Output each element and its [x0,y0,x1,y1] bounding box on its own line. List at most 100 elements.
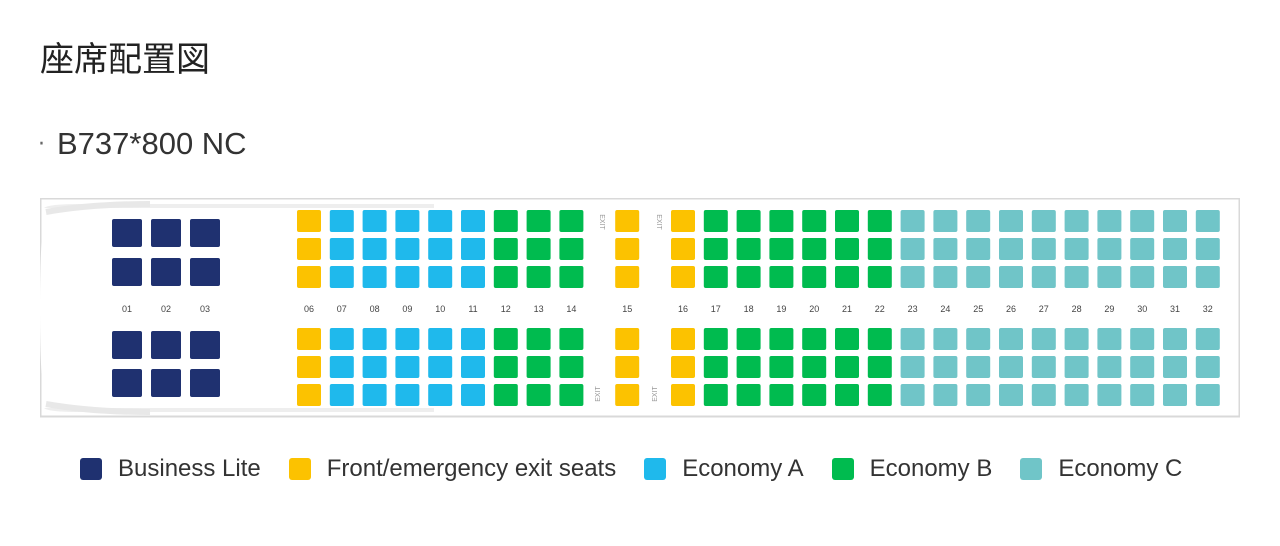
seat [736,384,761,406]
seat [933,210,958,232]
seat [769,210,794,232]
seat [1163,328,1187,350]
row-label: 07 [337,304,347,314]
seat [1130,266,1155,288]
legend-label: Economy C [1058,455,1183,482]
seat [966,266,991,288]
seat [835,238,859,260]
seat [526,238,551,260]
row-label: 27 [1039,304,1049,314]
row-label: 16 [678,304,688,314]
seat [428,328,453,350]
business-seat [112,331,142,359]
seat [835,210,859,232]
seat [736,356,761,378]
seat [329,238,354,260]
row-label: 31 [1170,304,1180,314]
row-label: 12 [501,304,511,314]
seat [362,356,387,378]
seat [1097,384,1122,406]
seat [900,238,925,260]
seat [1064,266,1089,288]
seat [736,210,761,232]
seat [802,356,827,378]
legend-label: Business Lite [118,455,261,482]
seat [933,266,958,288]
legend-swatch [1020,458,1043,480]
business-seat [151,331,181,359]
seat [428,238,453,260]
seat [703,266,728,288]
seat [671,266,695,288]
seat [1064,210,1089,232]
seat [1195,356,1220,378]
business-seat [112,219,142,247]
seat [835,384,859,406]
seat [1031,210,1056,232]
row-label: 06 [304,304,314,314]
row-label: 29 [1104,304,1114,314]
seat [900,384,925,406]
row-label: 20 [809,304,819,314]
legend-label: Economy B [869,455,993,482]
seat [1031,356,1056,378]
row-label: 09 [402,304,412,314]
seat [493,356,518,378]
seat [395,238,420,260]
seat [615,210,640,232]
seat [395,384,420,406]
legend-swatch [288,458,311,480]
seat [615,266,640,288]
seat [329,356,354,378]
seat [493,266,518,288]
row-label: 10 [435,304,445,314]
seat [1163,238,1187,260]
seat [703,238,728,260]
aircraft-heading: · B737*800 NC [38,124,247,164]
row-label: 24 [940,304,950,314]
seat [526,266,551,288]
seat [966,356,991,378]
seat [1031,384,1056,406]
seat [297,328,321,350]
seat [362,238,387,260]
legend: Business Lite Front/emergency exit seats E… [80,450,1182,488]
seat [933,356,958,378]
seat [900,266,925,288]
seat [461,384,485,406]
seat [362,384,387,406]
legend-swatch [831,458,854,480]
legend-label: Economy A [682,455,804,482]
seat [1130,384,1155,406]
exit-label: EXIT [655,214,662,230]
legend-item: Economy B [831,455,993,483]
row-label: 02 [161,304,171,314]
seat [559,210,584,232]
legend-swatch [80,458,102,480]
aircraft-name: B737*800 NC [57,126,247,161]
business-seat [112,369,142,397]
seat [297,266,321,288]
seat [999,384,1023,406]
seat [1163,266,1187,288]
row-label: 23 [908,304,918,314]
legend-item: Business Lite [80,455,261,483]
seat [966,210,991,232]
seat [769,266,794,288]
business-seat [112,258,142,286]
row-label: 30 [1137,304,1147,314]
seat [900,356,925,378]
seat [802,238,827,260]
seat [1031,266,1056,288]
seat [615,384,640,406]
row-label: 28 [1072,304,1082,314]
seat [1064,328,1089,350]
seat [526,356,551,378]
seat [395,356,420,378]
seat [769,328,794,350]
exit-label: EXIT [595,385,602,401]
seat [1031,238,1056,260]
seat [1195,266,1220,288]
seat [493,238,518,260]
seat [461,328,485,350]
